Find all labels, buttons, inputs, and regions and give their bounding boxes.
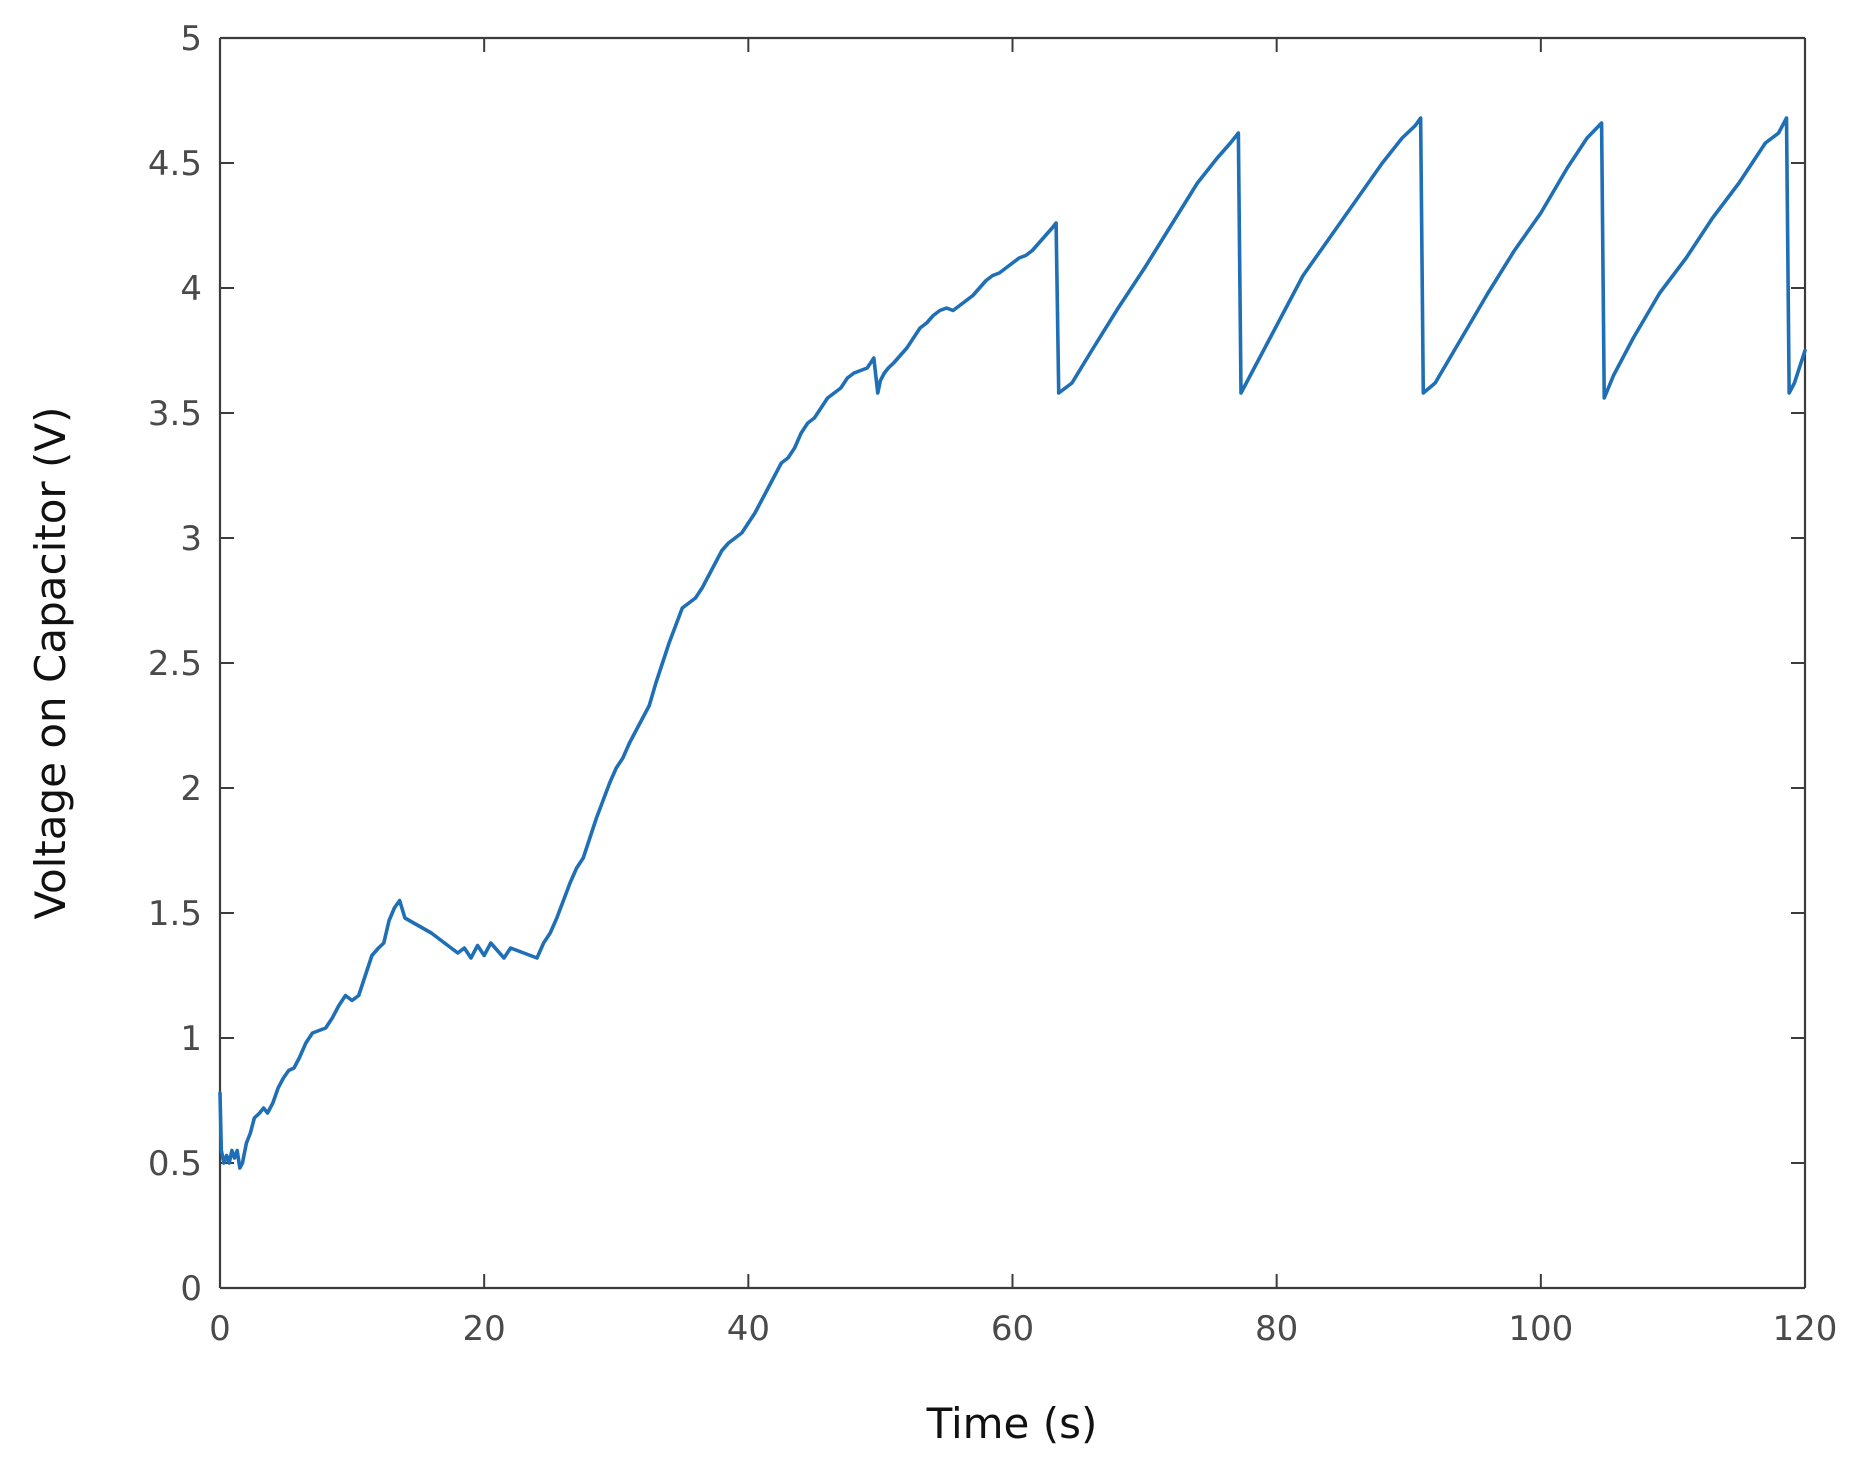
- y-tick-label: 1: [180, 1019, 202, 1059]
- y-tick-label: 5: [180, 19, 202, 59]
- x-tick-label: 20: [463, 1309, 506, 1349]
- x-tick-label: 80: [1255, 1309, 1298, 1349]
- y-tick-label: 3.5: [148, 394, 202, 434]
- y-tick-label: 3: [180, 519, 202, 559]
- y-tick-label: 1.5: [148, 894, 202, 934]
- y-tick-label: 4: [180, 269, 202, 309]
- y-tick-label: 2: [180, 769, 202, 809]
- x-tick-label: 100: [1508, 1309, 1573, 1349]
- voltage-series-line: [218, 116, 1807, 1170]
- y-tick-label: 2.5: [148, 644, 202, 684]
- x-tick-label: 60: [991, 1309, 1034, 1349]
- y-axis-label: Voltage on Capacitor (V): [26, 406, 75, 919]
- x-axis-label: Time (s): [926, 1399, 1098, 1448]
- x-tick-label: 120: [1773, 1309, 1838, 1349]
- plot-background: [220, 38, 1805, 1288]
- y-axis-ticks: 0 0.5 1 1.5 2 2.5 3 3.5 4 4.5 5: [148, 19, 1805, 1309]
- x-tick-label: 0: [209, 1309, 231, 1349]
- y-tick-label: 4.5: [148, 144, 202, 184]
- x-tick-label: 40: [727, 1309, 770, 1349]
- y-tick-label: 0: [180, 1269, 202, 1309]
- y-tick-label: 0.5: [148, 1144, 202, 1184]
- series-group: [218, 116, 1807, 1170]
- x-axis-ticks: 0 20 40 60 80 100 120: [209, 38, 1837, 1349]
